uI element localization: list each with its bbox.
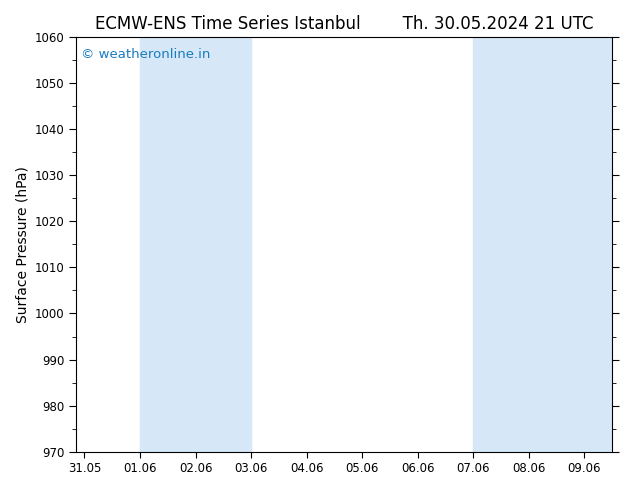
Title: ECMW-ENS Time Series Istanbul        Th. 30.05.2024 21 UTC: ECMW-ENS Time Series Istanbul Th. 30.05.… xyxy=(95,15,593,33)
Text: © weatheronline.in: © weatheronline.in xyxy=(82,48,211,61)
Bar xyxy=(473,37,585,452)
Y-axis label: Surface Pressure (hPa): Surface Pressure (hPa) xyxy=(15,166,29,323)
Bar xyxy=(585,37,612,452)
Bar xyxy=(140,37,251,452)
